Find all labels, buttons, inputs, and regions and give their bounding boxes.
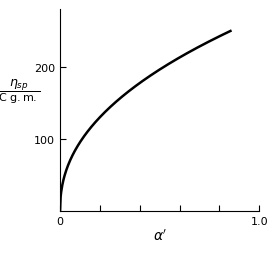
Text: $\eta_{sp}$: $\eta_{sp}$ <box>9 76 29 91</box>
X-axis label: $\alpha'$: $\alpha'$ <box>153 228 167 244</box>
Text: $\overline{\rm C\ g.m.}$: $\overline{\rm C\ g.m.}$ <box>0 89 40 106</box>
